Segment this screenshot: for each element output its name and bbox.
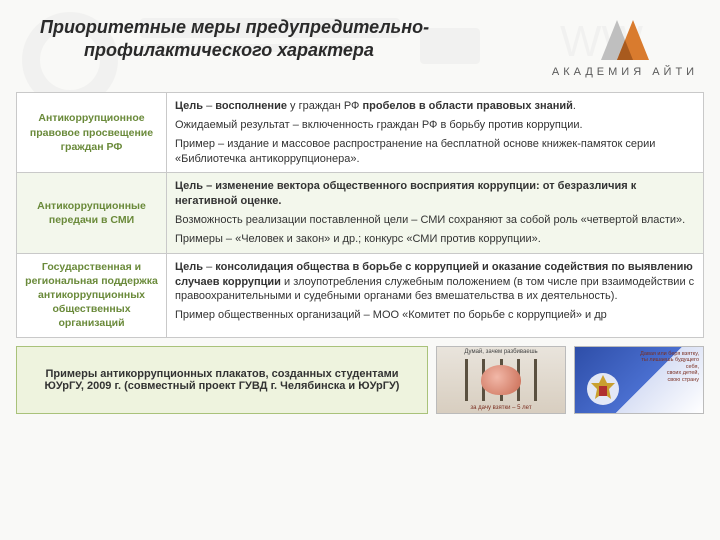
poster-1-bottom: за дачу взятки – 5 лет (437, 405, 565, 411)
logo-block: АКАДЕМИЯ АЙТИ (550, 16, 700, 78)
para: Пример общественных организаций – МОО «К… (175, 308, 695, 323)
academy-label: АКАДЕМИЯ АЙТИ (550, 66, 700, 78)
header: Приоритетные меры предупредительно- проф… (0, 0, 720, 84)
poster-2: Давая или беря взятку,ты лишаешь будущег… (574, 346, 704, 414)
row-right: Цель – восполнение у граждан РФ пробелов… (167, 93, 704, 173)
para: Ожидаемый результат – включенность гражд… (175, 118, 695, 133)
emblem-icon (585, 371, 621, 407)
para: Возможность реализации поставленной цели… (175, 213, 695, 228)
row-right: Цель – консолидация общества в борьбе с … (167, 253, 704, 337)
para: Цель – консолидация общества в борьбе с … (175, 260, 695, 305)
poster-2-text: Давая или беря взятку,ты лишаешь будущег… (633, 351, 699, 384)
para: Пример – издание и массовое распростране… (175, 137, 695, 167)
academy-logo-icon (597, 16, 653, 64)
row-left: Государственная и региональная поддержка… (17, 253, 167, 337)
poster-caption: Примеры антикоррупционных плакатов, созд… (16, 346, 428, 414)
para: Цель – восполнение у граждан РФ пробелов… (175, 99, 695, 114)
table-row: Антикоррупционные передачи в СМИ Цель – и… (17, 173, 704, 253)
row-left: Антикоррупционные передачи в СМИ (17, 173, 167, 253)
footer: Примеры антикоррупционных плакатов, созд… (16, 346, 704, 414)
row-right: Цель – изменение вектора общественного в… (167, 173, 704, 253)
table-row: Антикоррупционное правовое просвещение г… (17, 93, 704, 173)
row-left: Антикоррупционное правовое просвещение г… (17, 93, 167, 173)
table-row: Государственная и региональная поддержка… (17, 253, 704, 337)
title-line-2: профилактического характера (40, 39, 429, 62)
para: Примеры – «Человек и закон» и др.; конку… (175, 232, 695, 247)
slide-title: Приоритетные меры предупредительно- проф… (40, 16, 429, 61)
title-line-1: Приоритетные меры предупредительно- (40, 17, 429, 37)
poster-1-top: Думай, зачем разбиваешь (437, 349, 565, 355)
measures-table: Антикоррупционное правовое просвещение г… (16, 92, 704, 338)
para: Цель – изменение вектора общественного в… (175, 179, 695, 209)
poster-1: Думай, зачем разбиваешь за дачу взятки –… (436, 346, 566, 414)
